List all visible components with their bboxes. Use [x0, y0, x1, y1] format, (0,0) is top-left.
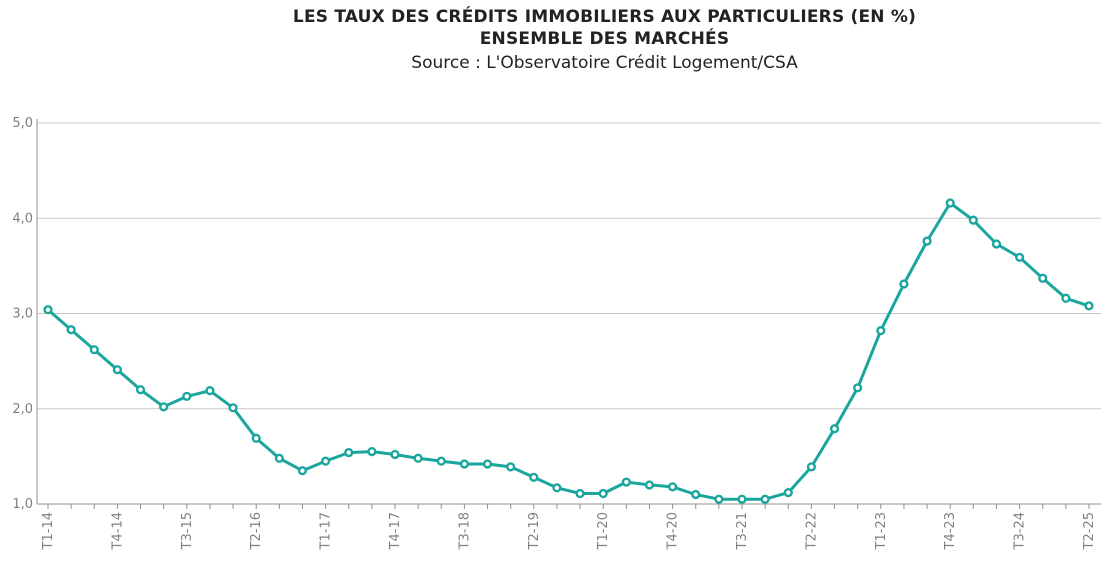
data-point	[737, 494, 747, 504]
data-point	[89, 345, 99, 355]
data-point	[876, 326, 886, 336]
data-point	[1014, 252, 1025, 262]
data-point	[66, 325, 76, 335]
x-tick-label: T4-14	[110, 512, 125, 550]
x-tick-label: T3-21	[735, 512, 750, 550]
data-point	[251, 433, 261, 443]
x-tick-label: T4-17	[388, 512, 403, 550]
data-point	[413, 453, 423, 463]
data-point	[482, 459, 493, 469]
data-point	[783, 487, 793, 498]
data-point	[945, 198, 955, 208]
y-tick-label: 5,0	[12, 116, 33, 131]
x-tick-label: T3-18	[457, 512, 472, 550]
data-point	[159, 402, 169, 412]
data-point	[1038, 273, 1048, 283]
x-tick-label: T1-17	[319, 512, 334, 550]
data-point	[43, 305, 53, 315]
data-point	[321, 456, 331, 466]
data-point	[575, 488, 585, 499]
data-point	[552, 483, 562, 493]
y-tick-label: 2,0	[12, 402, 33, 417]
data-point	[991, 239, 1002, 249]
data-point	[205, 386, 215, 396]
data-point	[621, 477, 631, 487]
x-tick-label: T4-20	[666, 512, 681, 550]
x-tick-label: T4-23	[943, 512, 958, 550]
data-point	[760, 494, 770, 504]
x-tick-label: T3-24	[1013, 512, 1028, 550]
x-tick-label: T2-19	[527, 512, 542, 550]
data-point	[506, 462, 516, 472]
x-tick-label: T2-25	[1082, 512, 1097, 550]
data-point	[598, 488, 608, 499]
data-point	[135, 385, 146, 395]
data-point	[112, 365, 123, 375]
x-tick-label: T2-22	[804, 512, 819, 550]
data-point	[274, 453, 284, 463]
data-point	[853, 383, 863, 393]
data-point	[829, 424, 840, 434]
data-point	[436, 456, 446, 466]
y-tick-label: 1,0	[12, 497, 33, 512]
x-tick-label: T3-15	[180, 512, 195, 550]
data-point	[806, 462, 817, 472]
data-point	[367, 447, 377, 457]
data-point	[297, 466, 308, 476]
x-tick-label: T2-16	[249, 512, 264, 550]
chart-title-line-2: ENSEMBLE DES MARCHÉS	[479, 29, 730, 49]
chart-title-block: LES TAUX DES CRÉDITS IMMOBILIERS AUX PAR…	[0, 6, 1109, 75]
x-tick-label: T1-14	[41, 512, 56, 550]
chart-source: Source : L'Observatoire Crédit Logement/…	[411, 53, 798, 73]
data-point	[667, 482, 678, 492]
data-point	[459, 459, 470, 469]
data-point	[922, 236, 932, 246]
y-tick-label: 3,0	[12, 307, 33, 322]
data-point	[899, 279, 909, 289]
data-point	[691, 489, 701, 500]
x-tick-label: T1-23	[874, 512, 889, 550]
data-point	[714, 494, 724, 504]
data-point	[390, 449, 400, 460]
chart-title: LES TAUX DES CRÉDITS IMMOBILIERS AUX PAR…	[292, 7, 917, 27]
data-point	[968, 215, 978, 225]
data-point	[182, 391, 192, 401]
y-tick-label: 4,0	[12, 211, 33, 226]
x-tick-label: T1-20	[596, 512, 611, 550]
data-point	[1084, 301, 1094, 311]
series-line	[47, 201, 1090, 501]
data-point	[529, 472, 539, 482]
data-point	[344, 447, 354, 458]
data-point	[1061, 293, 1071, 303]
data-point	[644, 480, 655, 490]
data-point	[228, 403, 238, 413]
